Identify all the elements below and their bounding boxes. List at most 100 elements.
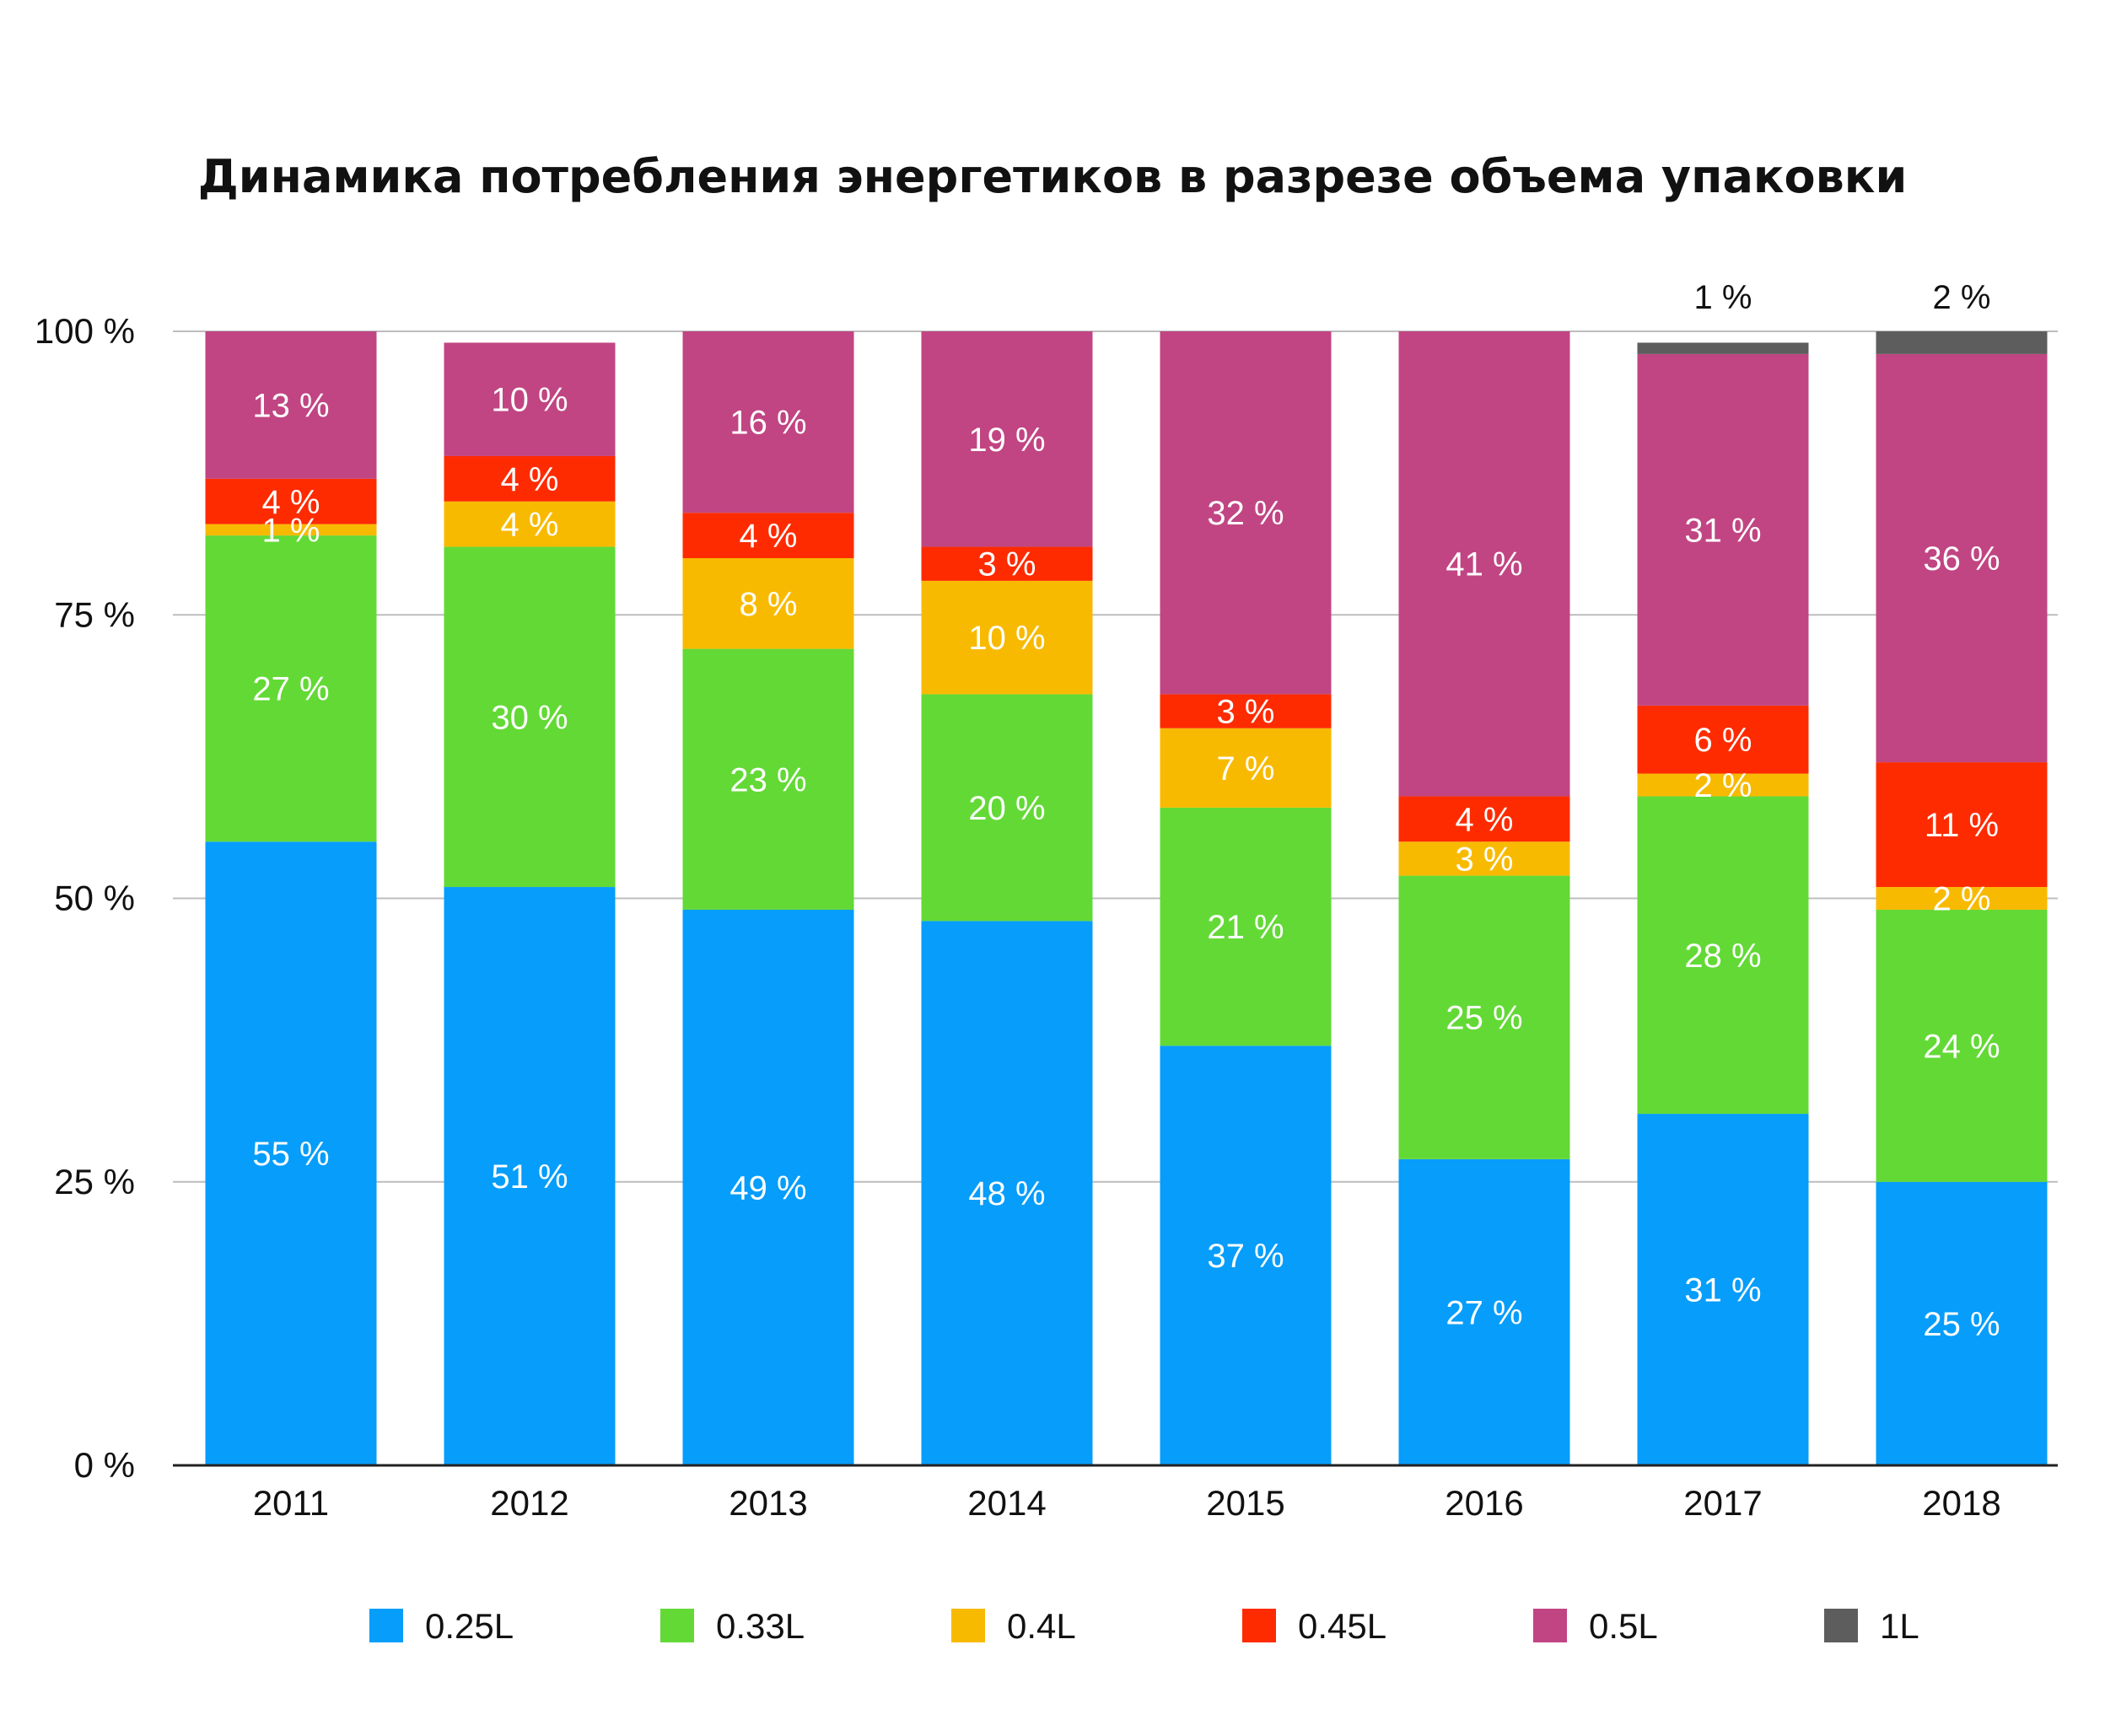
data-label: 48 % — [968, 1175, 1045, 1212]
bar-segment-0.45L-2011 — [205, 478, 377, 524]
bar-segment-0.45L-2014 — [921, 546, 1093, 581]
bar-segment-0.25L-2017 — [1637, 1114, 1809, 1465]
data-label: 3 % — [1217, 694, 1275, 731]
legend-swatch — [1824, 1609, 1858, 1642]
bar-segment-0.25L-2015 — [1160, 1045, 1332, 1465]
bar-segment-0.45L-2013 — [682, 513, 854, 558]
bar-segment-0.25L-2014 — [921, 921, 1093, 1465]
chart-title: Динамика потребления энергетиков в разре… — [198, 150, 1908, 203]
bar-segment-1L-2017 — [1637, 342, 1809, 354]
bar-segment-0.25L-2018 — [1876, 1181, 2048, 1465]
data-label: 4 % — [501, 507, 559, 544]
legend-label: 0.45L — [1298, 1606, 1386, 1646]
data-label: 27 % — [252, 671, 329, 708]
data-label: 3 % — [1456, 841, 1514, 878]
bar-segment-0.45L-2016 — [1398, 796, 1570, 842]
y-tick-label: 0 % — [74, 1445, 135, 1485]
data-label: 4 % — [1456, 801, 1514, 838]
y-tick-label: 100 % — [35, 311, 135, 351]
data-label: 8 % — [740, 586, 798, 623]
data-label: 3 % — [978, 546, 1036, 583]
data-label: 2 % — [1694, 767, 1752, 804]
bar-segment-0.33L-2014 — [921, 694, 1093, 922]
bar-segment-0.33L-2011 — [205, 535, 377, 842]
data-label: 16 % — [729, 405, 806, 442]
bar-segment-0.25L-2013 — [682, 909, 854, 1465]
data-label: 51 % — [491, 1158, 568, 1196]
bar-segment-0.4L-2014 — [921, 580, 1093, 695]
x-tick-label: 2017 — [1683, 1483, 1762, 1523]
data-label: 25 % — [1446, 1000, 1522, 1037]
bar-segment-0.45L-2012 — [444, 455, 616, 502]
x-tick-label: 2011 — [253, 1483, 329, 1523]
bars — [205, 331, 2048, 1465]
bar-segment-0.33L-2016 — [1398, 875, 1570, 1159]
x-tick-label: 2015 — [1206, 1483, 1284, 1523]
x-tick-label: 2018 — [1922, 1483, 2000, 1523]
bar-segment-0.33L-2017 — [1637, 796, 1809, 1115]
bar-segment-0.25L-2011 — [205, 841, 377, 1465]
x-tick-label: 2013 — [729, 1483, 807, 1523]
data-label: 32 % — [1207, 495, 1284, 532]
data-label: 4 % — [501, 461, 559, 498]
data-label: 1 % — [262, 512, 320, 549]
legend-label: 0.33L — [716, 1606, 805, 1646]
bar-segment-0.33L-2018 — [1876, 909, 2048, 1182]
legend-swatch — [369, 1609, 403, 1642]
y-tick-label: 50 % — [54, 879, 135, 918]
data-label: 2 % — [1933, 881, 1991, 918]
data-label: 2 % — [1933, 279, 1991, 316]
data-label: 41 % — [1446, 546, 1522, 583]
y-axis-ticks: 0 % 25 % 50 % 75 % 100 % — [35, 311, 135, 1485]
data-label: 31 % — [1684, 1272, 1761, 1309]
bar-segment-0.33L-2013 — [682, 648, 854, 910]
data-label: 21 % — [1207, 909, 1284, 946]
data-label: 20 % — [968, 790, 1045, 827]
bar-segment-0.25L-2012 — [444, 887, 616, 1465]
x-tick-label: 2014 — [967, 1483, 1046, 1523]
data-labels: 55 %27 %1 %4 %13 %51 %30 %4 %4 %10 %49 %… — [252, 279, 2000, 1343]
data-label: 28 % — [1684, 938, 1761, 975]
data-label: 36 % — [1923, 540, 2000, 578]
y-tick-label: 75 % — [54, 594, 135, 634]
data-label: 25 % — [1923, 1306, 2000, 1343]
bar-segment-1L-2018 — [1876, 331, 2048, 354]
x-tick-label: 2016 — [1445, 1483, 1523, 1523]
bar-segment-0.4L-2017 — [1637, 773, 1809, 797]
x-axis-ticks: 2011 2012 2013 2014 2015 2016 2017 2018 — [253, 1483, 2001, 1523]
legend-label: 0.4L — [1007, 1606, 1076, 1646]
data-label: 49 % — [729, 1169, 806, 1207]
x-tick-label: 2012 — [490, 1483, 568, 1523]
data-label: 23 % — [729, 761, 806, 798]
bar-segment-0.5L-2018 — [1876, 353, 2048, 763]
data-label: 13 % — [252, 387, 329, 424]
bar-segment-0.25L-2016 — [1398, 1158, 1570, 1465]
data-label: 11 % — [1925, 807, 1999, 844]
bar-segment-0.4L-2016 — [1398, 841, 1570, 876]
data-label: 19 % — [968, 422, 1045, 459]
data-label: 4 % — [740, 518, 798, 555]
bar-segment-0.5L-2017 — [1637, 353, 1809, 706]
legend: 0.25L 0.33L 0.4L 0.45L 0.5L 1L — [369, 1606, 1919, 1646]
legend-swatch — [1533, 1609, 1567, 1642]
bar-segment-0.5L-2011 — [205, 331, 377, 479]
bar-segment-0.5L-2012 — [444, 342, 616, 456]
data-label: 55 % — [252, 1136, 329, 1173]
legend-label: 1L — [1880, 1606, 1919, 1646]
bar-segment-0.45L-2015 — [1160, 694, 1332, 728]
bar-segment-0.4L-2012 — [444, 501, 616, 547]
legend-swatch — [1242, 1609, 1276, 1642]
legend-swatch — [951, 1609, 985, 1642]
data-label: 37 % — [1207, 1238, 1284, 1275]
bar-segment-0.5L-2016 — [1398, 331, 1570, 797]
data-label: 4 % — [262, 484, 320, 521]
data-label: 10 % — [491, 382, 568, 419]
data-label: 1 % — [1694, 279, 1752, 316]
bar-segment-0.4L-2013 — [682, 558, 854, 649]
bar-segment-0.45L-2017 — [1637, 705, 1809, 774]
legend-swatch — [660, 1609, 694, 1642]
bar-segment-0.4L-2011 — [205, 524, 377, 536]
data-label: 10 % — [968, 620, 1045, 657]
bar-segment-0.4L-2018 — [1876, 887, 2048, 910]
